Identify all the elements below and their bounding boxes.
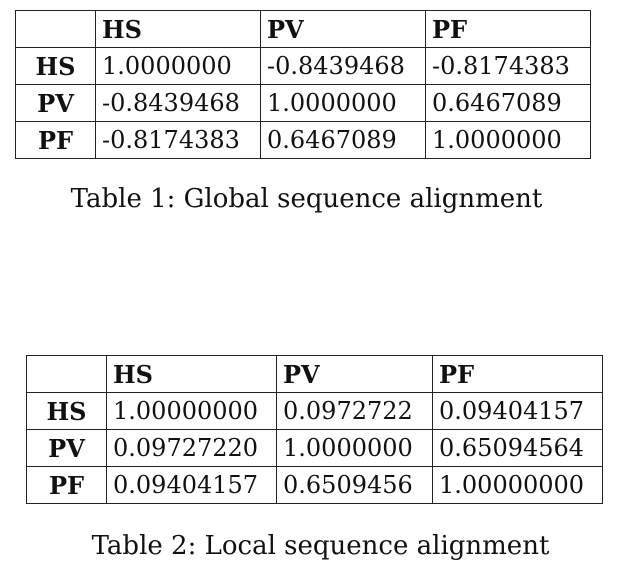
table-row: HS 1.0000000 -0.8439468 -0.8174383: [15, 47, 591, 85]
table-cell: 0.0972722: [276, 392, 433, 430]
column-header-pf: PF: [432, 355, 603, 393]
table-cell: -0.8439468: [260, 47, 426, 85]
global-alignment-table: HS PV PF HS 1.0000000 -0.8439468 -0.8174…: [15, 10, 591, 159]
table-cell: 1.0000000: [276, 429, 433, 467]
corner-cell: [26, 355, 107, 393]
table-cell: 1.00000000: [106, 392, 277, 430]
table-caption: Table 1: Global sequence alignment: [70, 184, 543, 214]
table-cell: 0.09727220: [106, 429, 277, 467]
table-cell: 1.0000000: [260, 84, 426, 122]
column-header-hs: HS: [95, 10, 261, 48]
table-cell: 1.00000000: [432, 466, 603, 504]
row-header-pf: PF: [26, 466, 107, 504]
table-cell: 0.6467089: [260, 121, 426, 159]
table-header-row: HS PV PF: [15, 10, 591, 48]
column-header-pv: PV: [276, 355, 433, 393]
table-row: HS 1.00000000 0.0972722 0.09404157: [26, 392, 603, 430]
local-alignment-table: HS PV PF HS 1.00000000 0.0972722 0.09404…: [26, 355, 603, 504]
table-cell: -0.8439468: [95, 84, 261, 122]
table-row: PF -0.8174383 0.6467089 1.0000000: [15, 121, 591, 159]
table-header-row: HS PV PF: [26, 355, 603, 393]
row-header-pv: PV: [15, 84, 96, 122]
table-cell: -0.8174383: [95, 121, 261, 159]
row-header-pv: PV: [26, 429, 107, 467]
column-header-pv: PV: [260, 10, 426, 48]
table-cell: 0.6509456: [276, 466, 433, 504]
table-cell: 0.6467089: [425, 84, 591, 122]
row-header-pf: PF: [15, 121, 96, 159]
table-cell: 1.0000000: [95, 47, 261, 85]
row-header-hs: HS: [26, 392, 107, 430]
table-cell: 1.0000000: [425, 121, 591, 159]
table-row: PV 0.09727220 1.0000000 0.65094564: [26, 429, 603, 467]
table-row: PF 0.09404157 0.6509456 1.00000000: [26, 466, 603, 504]
table-caption: Table 2: Local sequence alignment: [91, 531, 550, 561]
table-cell: 0.09404157: [106, 466, 277, 504]
corner-cell: [15, 10, 96, 48]
row-header-hs: HS: [15, 47, 96, 85]
table-row: PV -0.8439468 1.0000000 0.6467089: [15, 84, 591, 122]
table-cell: -0.8174383: [425, 47, 591, 85]
table-cell: 0.65094564: [432, 429, 603, 467]
table-cell: 0.09404157: [432, 392, 603, 430]
column-header-hs: HS: [106, 355, 277, 393]
column-header-pf: PF: [425, 10, 591, 48]
